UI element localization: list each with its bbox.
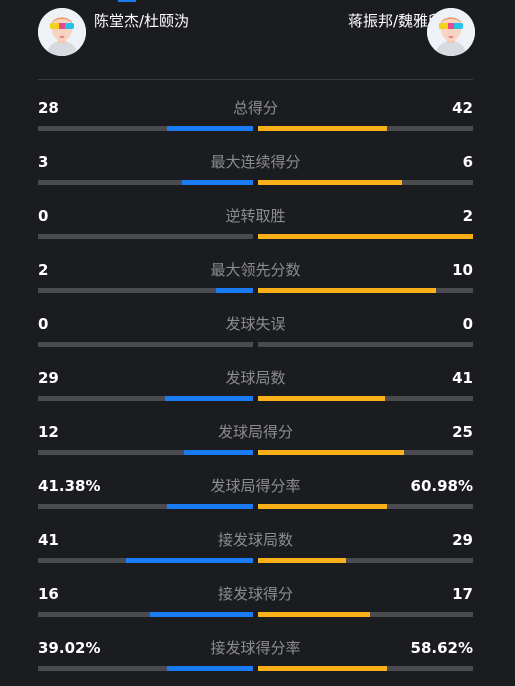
left-bar-track — [38, 558, 253, 563]
stat-label: 发球局数 — [225, 369, 286, 387]
stat-label: 接发球得分率 — [210, 639, 301, 657]
stat-label: 发球局得分 — [217, 423, 293, 441]
stat-row-service-points: 12 发球局得分 25 — [38, 423, 473, 463]
player-avatar-icon — [427, 8, 475, 56]
left-bar-fill — [150, 612, 253, 617]
right-value: 6 — [462, 153, 473, 171]
left-bar-track — [38, 180, 253, 185]
right-bar-track — [258, 666, 473, 671]
stat-row-total-points: 28 总得分 42 — [38, 99, 473, 139]
left-player-name[interactable]: 陈堂杰/杜颐沩 — [94, 12, 190, 30]
right-value: 25 — [452, 423, 473, 441]
right-value: 17 — [452, 585, 473, 603]
right-bar-fill — [258, 234, 473, 239]
left-bar-fill — [126, 558, 253, 563]
right-bar-track — [258, 558, 473, 563]
right-bar-track — [258, 342, 473, 347]
stat-row-max-lead: 2 最大领先分数 10 — [38, 261, 473, 301]
right-value: 41 — [452, 369, 473, 387]
left-bar-track — [38, 504, 253, 509]
stat-row-receive-rallies: 41 接发球局数 29 — [38, 531, 473, 571]
stat-row-serve-errors: 0 发球失误 0 — [38, 315, 473, 355]
left-bar-fill — [182, 180, 253, 185]
right-bar-track — [258, 234, 473, 239]
left-bar-track — [38, 666, 253, 671]
left-bar-track — [38, 342, 253, 347]
player-avatar-icon — [38, 8, 86, 56]
left-bar-fill — [167, 666, 253, 671]
left-bar-fill — [167, 126, 253, 131]
left-bar-fill — [165, 396, 253, 401]
left-value: 0 — [38, 207, 49, 225]
right-value: 60.98% — [410, 477, 473, 495]
left-value: 41 — [38, 531, 59, 549]
right-player-name[interactable]: 蒋振邦/魏雅欣 — [347, 12, 443, 30]
right-bar-track — [258, 612, 473, 617]
left-bar-fill — [216, 288, 253, 293]
left-value: 16 — [38, 585, 59, 603]
stat-row-max-consecutive: 3 最大连续得分 6 — [38, 153, 473, 193]
right-bar-track — [258, 504, 473, 509]
left-bar-fill — [184, 450, 253, 455]
left-bar-track — [38, 396, 253, 401]
right-bar-fill — [258, 450, 404, 455]
left-bar-track — [38, 234, 253, 239]
right-bar-track — [258, 396, 473, 401]
left-bar-track — [38, 612, 253, 617]
stat-label: 接发球得分 — [217, 585, 293, 603]
left-value: 28 — [38, 99, 59, 117]
right-bar-fill — [258, 180, 402, 185]
right-bar-fill — [258, 126, 387, 131]
right-bar-fill — [258, 396, 385, 401]
right-bar-fill — [258, 612, 370, 617]
stat-label: 最大连续得分 — [210, 153, 301, 171]
right-value: 58.62% — [410, 639, 473, 657]
right-value: 42 — [452, 99, 473, 117]
top-accent-line — [118, 0, 136, 2]
right-bar-fill — [258, 558, 346, 563]
stat-label: 发球局得分率 — [210, 477, 301, 495]
right-value: 29 — [452, 531, 473, 549]
right-bar-fill — [258, 288, 436, 293]
stat-label: 逆转取胜 — [225, 207, 286, 225]
left-value: 0 — [38, 315, 49, 333]
right-bar-track — [258, 450, 473, 455]
left-bar-track — [38, 288, 253, 293]
right-bar-fill — [258, 504, 387, 509]
stat-row-comeback-wins: 0 逆转取胜 2 — [38, 207, 473, 247]
left-bar-track — [38, 126, 253, 131]
player-avatar-icon[interactable] — [427, 8, 475, 56]
right-value: 10 — [452, 261, 473, 279]
stat-row-receive-point-rate: 39.02% 接发球得分率 58.62% — [38, 639, 473, 679]
right-value: 2 — [462, 207, 473, 225]
stat-row-service-rallies: 29 发球局数 41 — [38, 369, 473, 409]
stat-row-service-point-rate: 41.38% 发球局得分率 60.98% — [38, 477, 473, 517]
right-bar-track — [258, 180, 473, 185]
left-bar-fill — [167, 504, 253, 509]
right-value: 0 — [462, 315, 473, 333]
stat-label: 接发球局数 — [217, 531, 293, 549]
right-bar-track — [258, 288, 473, 293]
header-divider — [38, 79, 473, 80]
left-bar-track — [38, 450, 253, 455]
match-header: 陈堂杰/杜颐沩 蒋振邦/魏雅欣 — [0, 0, 515, 80]
left-value: 29 — [38, 369, 59, 387]
left-value: 41.38% — [38, 477, 101, 495]
left-value: 3 — [38, 153, 49, 171]
player-avatar-icon[interactable] — [38, 8, 86, 56]
right-bar-track — [258, 126, 473, 131]
left-value: 2 — [38, 261, 49, 279]
stat-row-receive-points: 16 接发球得分 17 — [38, 585, 473, 625]
stat-label: 总得分 — [232, 99, 278, 117]
stat-label: 最大领先分数 — [210, 261, 301, 279]
left-value: 12 — [38, 423, 59, 441]
right-bar-fill — [258, 666, 387, 671]
stat-label: 发球失误 — [225, 315, 286, 333]
left-value: 39.02% — [38, 639, 101, 657]
